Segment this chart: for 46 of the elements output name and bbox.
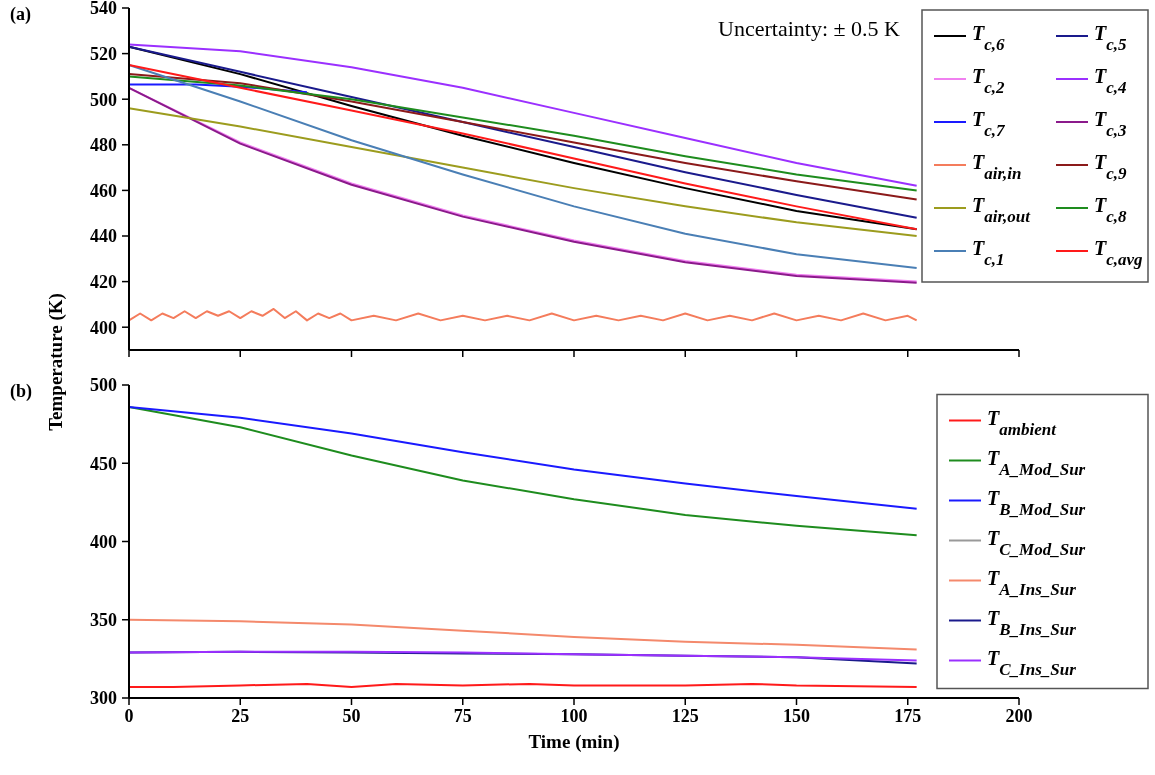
x-tick-label: 50 (342, 706, 361, 726)
legend-label: T$_{air,in}$ (972, 151, 1022, 183)
chart-title: (a) (10, 4, 31, 25)
y-tick-label: 420 (90, 271, 117, 292)
legend-label: T$_{c,2}$ (972, 65, 1006, 97)
x-tick-label: 75 (453, 706, 472, 726)
legend-label: T$_{B_Ins_Sur}$ (987, 606, 1077, 638)
x-axis-title: Time (min) (528, 731, 620, 753)
chart-title: (b) (10, 381, 32, 402)
legend-label: T$_{B_Mod_Sur}$ (987, 486, 1086, 518)
legend-label: T$_{ambient}$ (987, 406, 1058, 438)
y-tick-label: 500 (90, 89, 117, 110)
legend-label: T$_{c,3}$ (1094, 108, 1128, 140)
y-tick-label: 460 (90, 180, 117, 201)
legend-label: T$_{c,6}$ (972, 22, 1006, 54)
legend-label: T$_{c,4}$ (1094, 65, 1127, 97)
y-tick-label: 520 (90, 43, 117, 64)
y-tick-label: 400 (90, 317, 117, 338)
x-tick-label: 100 (560, 706, 588, 726)
y-tick-label: 350 (90, 610, 117, 631)
x-tick-label: 25 (231, 706, 250, 726)
annotation: Uncertainty: ± 0.5 K (718, 16, 901, 41)
legend-label: T$_{c,8}$ (1094, 194, 1128, 226)
x-tick-label: 200 (1005, 706, 1033, 726)
legend-label: T$_{c,1}$ (972, 237, 1005, 269)
legend-label: T$_{air,out}$ (972, 194, 1032, 226)
y-tick-label: 500 (90, 375, 117, 396)
legend-label: T$_{A_Mod_Sur}$ (987, 446, 1086, 478)
legend-label: T$_{C_Mod_Sur}$ (987, 526, 1086, 558)
x-tick-label: 125 (671, 706, 699, 726)
legend-label: T$_{C_Ins_Sur}$ (987, 646, 1077, 678)
y-axis-title: Temperature (K) (45, 293, 67, 431)
x-tick-label: 175 (894, 706, 922, 726)
legend-label: T$_{A_Ins_Sur}$ (987, 566, 1077, 598)
y-tick-label: 480 (90, 135, 117, 156)
y-tick-label: 450 (90, 453, 117, 474)
x-tick-label: 150 (783, 706, 810, 726)
y-tick-label: 300 (90, 688, 117, 709)
y-tick-label: 440 (90, 226, 117, 247)
y-tick-label: 540 (90, 0, 117, 19)
legend-label: T$_{c,7}$ (972, 108, 1007, 140)
legend-label: T$_{c,9}$ (1094, 151, 1128, 183)
x-tick-label: 0 (124, 706, 134, 726)
legend-label: T$_{c,5}$ (1094, 22, 1128, 54)
legend-label: T$_{c,avg}$ (1094, 237, 1144, 269)
y-tick-label: 400 (90, 531, 117, 552)
